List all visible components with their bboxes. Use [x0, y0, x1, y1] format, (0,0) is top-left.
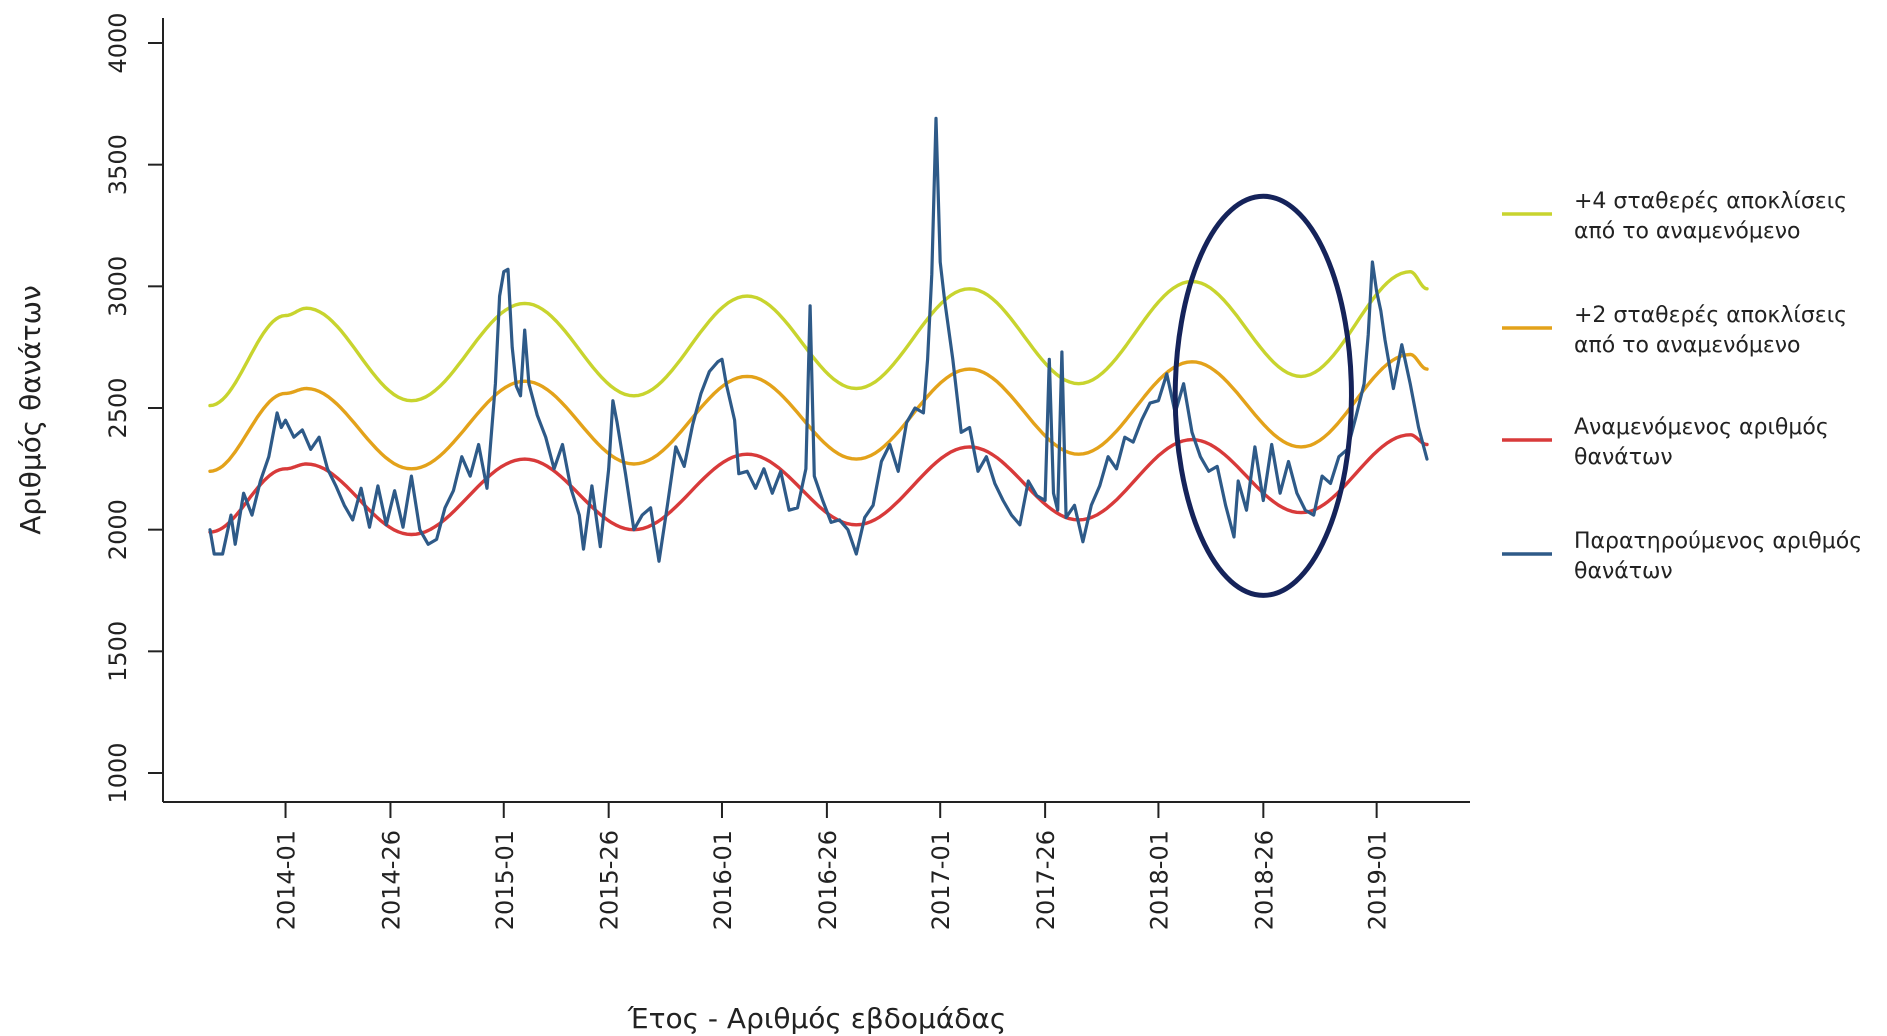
y-tick-label: 1000 [104, 742, 132, 803]
plus2sd-line [208, 352, 1429, 473]
legend-label: θανάτων [1574, 445, 1673, 470]
y-axis-title: Αριθμός θανάτων [14, 285, 47, 534]
x-axis-title: Έτος - Αριθμός εβδομάδας [627, 1002, 1007, 1035]
y-ticks: 1000 1500 2000 2500 3000 3500 4000 [104, 12, 163, 804]
x-tick-label: 2017-26 [1032, 830, 1060, 930]
legend-label: +4 σταθερές αποκλίσεις [1574, 189, 1847, 214]
x-tick-label: 2016-26 [814, 830, 842, 930]
legend-label: θανάτων [1574, 559, 1673, 584]
legend-label: Παρατηρούμενος αριθμός [1574, 529, 1862, 554]
y-tick-label: 4000 [104, 12, 132, 73]
observed-deaths-line [208, 116, 1429, 563]
legend: +4 σταθερές αποκλίσεις από το αναμενόμενο… [1502, 189, 1862, 584]
x-tick-label: 2015-01 [491, 830, 519, 930]
series-lines [208, 116, 1429, 563]
y-tick-label: 2500 [104, 377, 132, 438]
x-tick-label: 2018-01 [1145, 830, 1173, 930]
x-tick-label: 2015-26 [596, 830, 624, 930]
axes [162, 18, 1470, 803]
legend-label: +2 σταθερές αποκλίσεις [1574, 303, 1847, 328]
x-tick-label: 2014-26 [377, 830, 405, 930]
x-tick-label: 2017-01 [927, 830, 955, 930]
x-tick-label: 2016-01 [709, 830, 737, 930]
highlight-ellipse [1172, 193, 1354, 598]
plus4sd-line [208, 270, 1429, 408]
x-tick-label: 2014-01 [273, 830, 301, 930]
x-tick-label: 2018-26 [1250, 830, 1278, 930]
y-tick-label: 2000 [104, 499, 132, 560]
legend-label: από το αναμενόμενο [1574, 333, 1800, 358]
x-tick-label: 2019-01 [1364, 830, 1392, 930]
y-tick-label: 3000 [104, 256, 132, 317]
legend-label: από το αναμενόμενο [1574, 219, 1800, 244]
legend-label: Αναμενόμενος αριθμός [1574, 415, 1829, 440]
x-ticks: 2014-01 2014-26 2015-01 2015-26 2016-01 2016-… [273, 802, 1392, 930]
y-tick-label: 1500 [104, 621, 132, 682]
y-tick-label: 3500 [104, 134, 132, 195]
